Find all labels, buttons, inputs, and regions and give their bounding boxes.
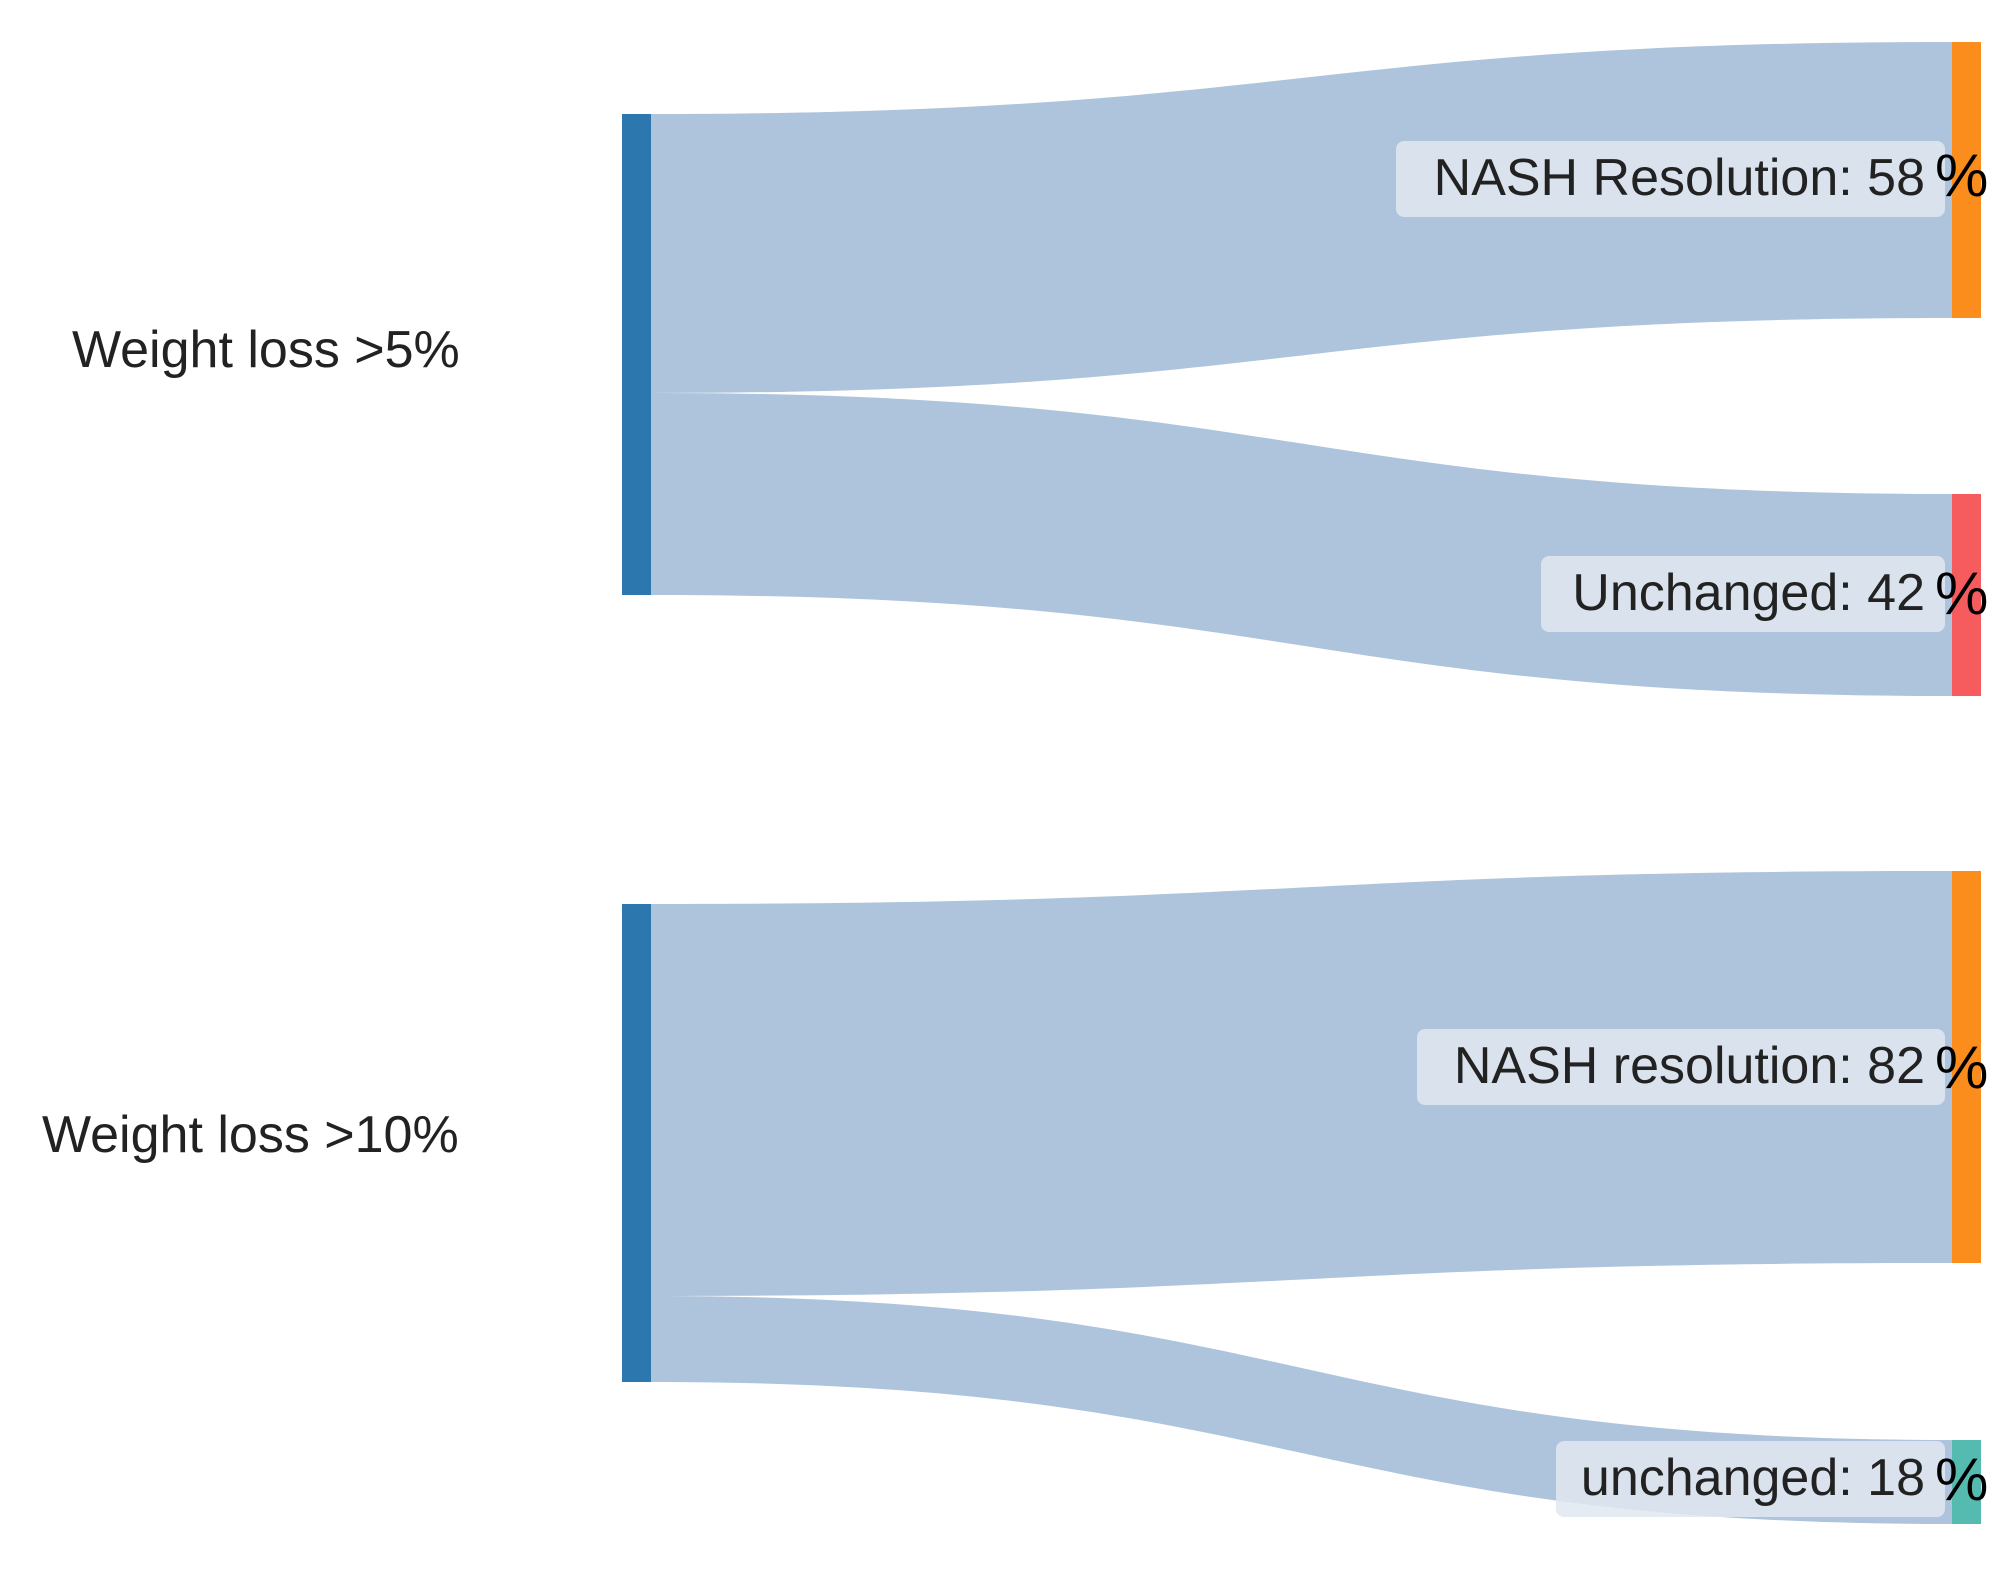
target-label-percent-sign: % [1935,560,1988,627]
target-node-unchanged [1952,494,1981,696]
target-label-percent-sign: % [1935,142,1988,209]
link-weight-loss-5-to-nash-resolution [651,42,1952,393]
target-node-unchanged [1952,1440,1981,1524]
source-node-weight-loss-10 [622,904,651,1382]
target-label-unchanged: unchanged: 18 [1581,1449,1925,1507]
link-weight-loss-5-to-unchanged [651,392,1952,696]
label-box-unchanged [1541,556,1945,632]
target-label-nash-resolution: NASH Resolution: 58 [1434,149,1925,207]
source-label: Weight loss >10% [42,1106,459,1164]
target-label-unchanged: Unchanged: 42 [1572,564,1925,622]
link-weight-loss-10-to-nash-resolution [651,871,1952,1296]
target-label-percent-sign: % [1935,1034,1988,1101]
label-box-unchanged [1556,1441,1945,1517]
source-node-weight-loss-5 [622,114,651,595]
label-box-nash-resolution [1417,1029,1945,1105]
source-label: Weight loss >5% [72,321,460,379]
label-box-nash-resolution [1396,141,1945,217]
target-label-percent-sign: % [1935,1446,1988,1513]
target-node-nash-resolution [1952,871,1981,1263]
sankey-diagram-weight-loss-10: Weight loss >10% NASH resolution: 82 % u… [42,871,1988,1524]
target-node-nash-resolution [1952,42,1981,318]
target-label-nash-resolution: NASH resolution: 82 [1454,1037,1925,1095]
sankey-diagram-weight-loss-5: Weight loss >5% NASH Resolution: 58 % Un… [72,42,1988,696]
